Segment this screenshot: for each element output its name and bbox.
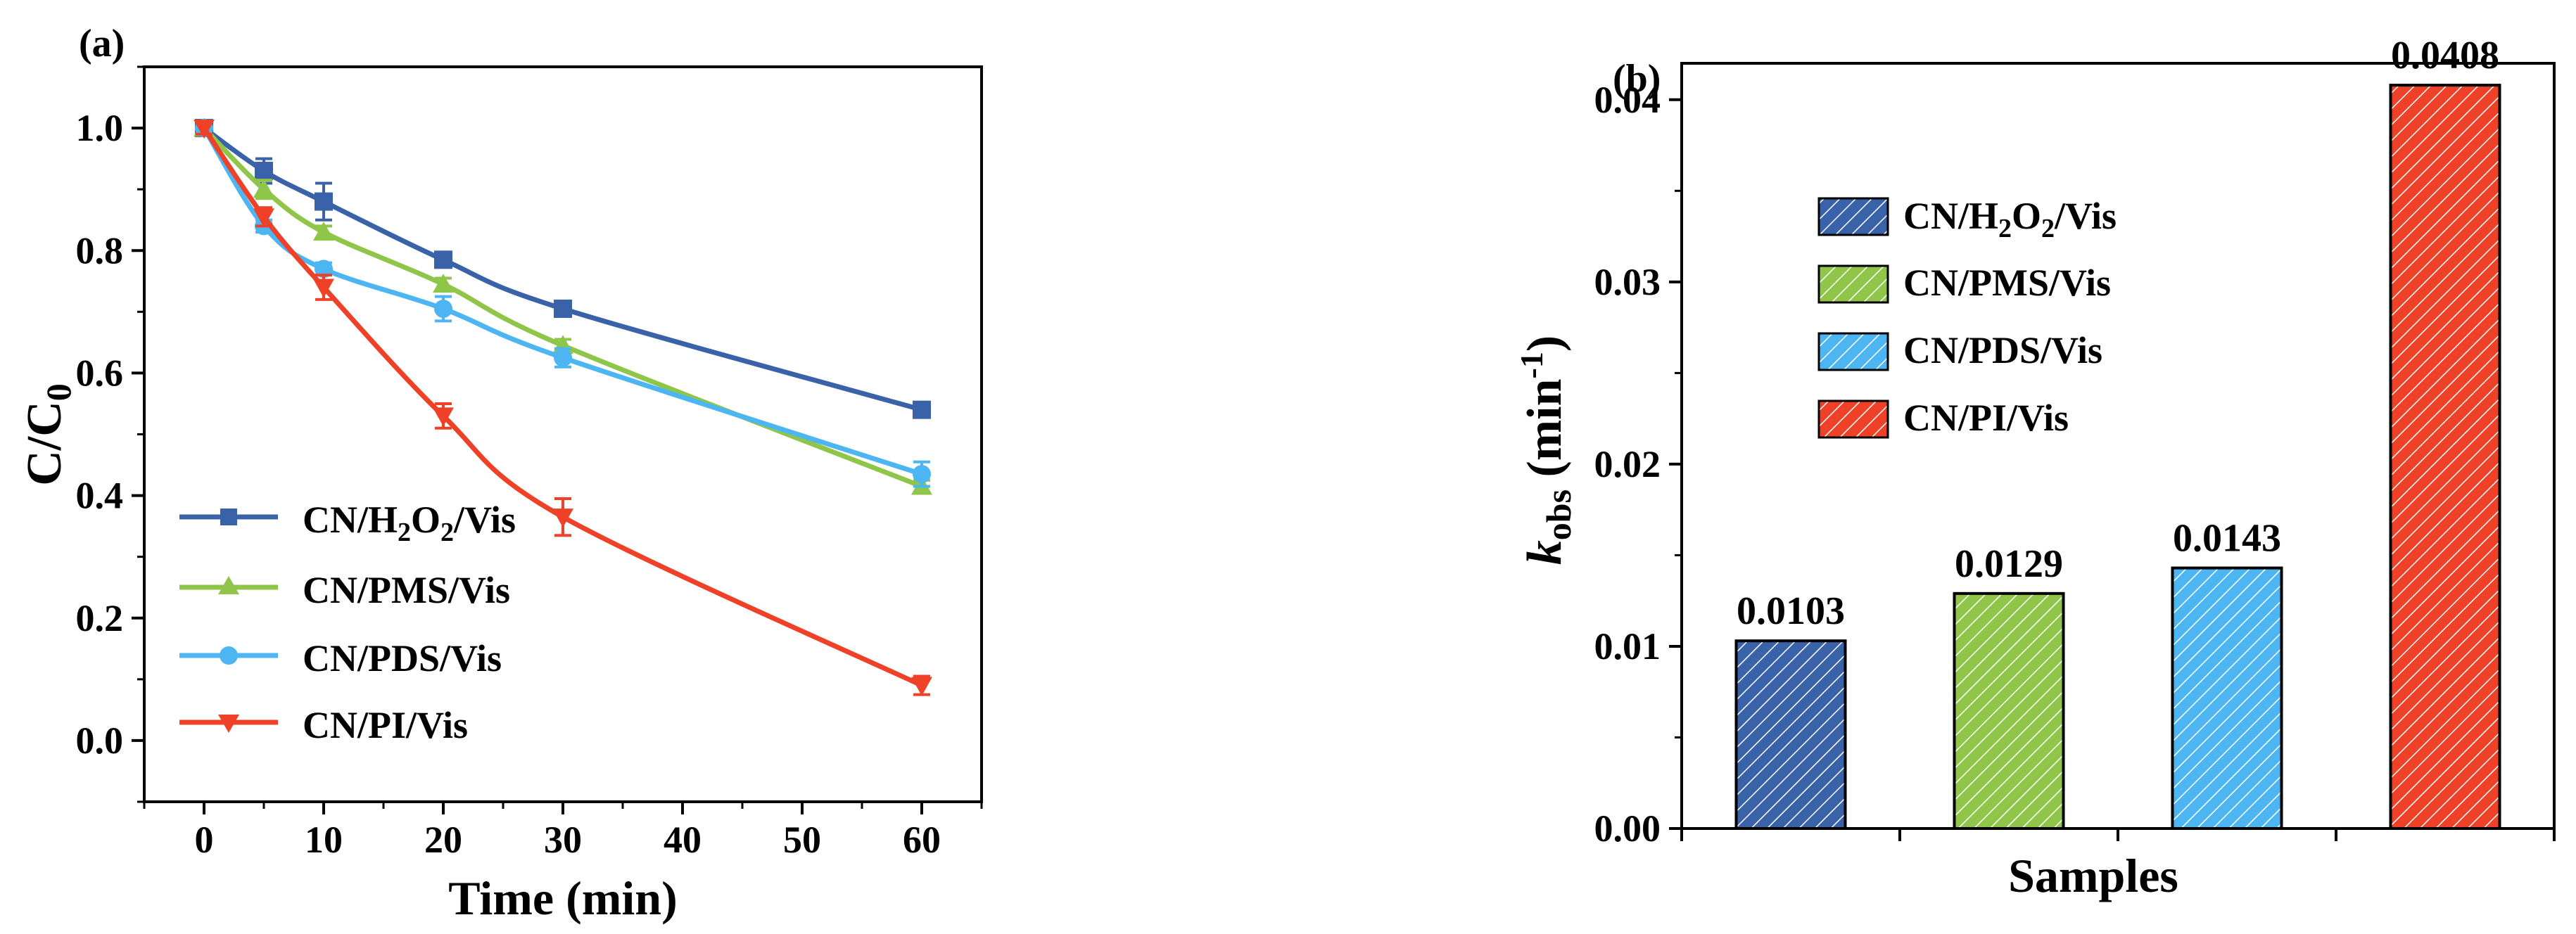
legend-label-h2o2: CN/H2O2/Vis: [303, 499, 516, 547]
legend-label-b-pds: CN/PDS/Vis: [1903, 329, 2102, 371]
legend-marker-circle: [220, 646, 238, 665]
x-tick-label: 60: [903, 819, 941, 861]
legend-item-b-pms: CN/PMS/Vis: [1817, 262, 2111, 304]
y-axis-b: 0.00 0.01 0.02 0.03 0.04: [1594, 79, 1682, 850]
legend-swatch-pms: [1817, 264, 1889, 304]
legend-marker-triangle-up: [218, 576, 239, 594]
data-point-pms: [433, 274, 454, 293]
x-axis-b: [1680, 829, 2556, 841]
legend-swatch-h2o2: [1817, 197, 1889, 236]
y-tick-label: 0.03: [1594, 261, 1661, 303]
data-point-pi: [552, 508, 573, 528]
y-tick-label: 1.0: [76, 107, 124, 149]
legend-marker-square: [220, 508, 237, 525]
y-axis-title-a: C/C0: [18, 383, 78, 486]
legend-label-b-h2o2: CN/H2O2/Vis: [1903, 195, 2117, 243]
x-tick-label: 10: [305, 819, 343, 861]
data-point-pi: [313, 279, 334, 298]
x-axis-title-b: Samples: [2008, 849, 2178, 902]
data-point-pds: [315, 260, 333, 279]
bar-chart-panel: (b) 0.000.010.020.030.04 0.01030.01290.0…: [1514, 34, 2556, 902]
legend-b: CN/H2O2/Vis CN/PMS/Vis CN/PDS/Vis CN/PI/…: [1817, 195, 2117, 439]
bar-value-label: 0.0408: [2391, 34, 2499, 77]
data-point-pi: [911, 677, 932, 696]
bar-pds: [2171, 566, 2283, 830]
x-axis-a: 0 10 20 30 40 50 60: [143, 802, 983, 861]
data-point-pi: [253, 208, 274, 228]
bars-group-b: 0.0103 0.0129 0.0143 0.0408: [1734, 34, 2501, 831]
y-tick-label: 0.04: [1594, 79, 1661, 121]
legend-item-pi: CN/PI/Vis: [179, 704, 468, 746]
data-point-h2o2: [554, 299, 572, 318]
legend-label-pms: CN/PMS/Vis: [303, 569, 510, 611]
bar-h2o2: [1734, 639, 1847, 831]
legend-label-pds: CN/PDS/Vis: [303, 637, 502, 679]
y-tick-label: 0.8: [76, 229, 124, 271]
legend-item-pds: CN/PDS/Vis: [179, 637, 502, 679]
data-point-pds: [554, 348, 572, 367]
data-point-pds: [913, 465, 931, 484]
y-tick-label: 0.6: [76, 352, 124, 394]
x-tick-label: 20: [424, 819, 462, 861]
legend-item-b-pi: CN/PI/Vis: [1817, 397, 2069, 439]
y-axis-title-b: kobs (min-1): [1514, 335, 1578, 565]
x-tick-label: 0: [195, 819, 214, 861]
data-point-h2o2: [255, 162, 273, 181]
y-tick-label: 0.4: [76, 475, 124, 517]
y-tick-label: 0.0: [76, 719, 124, 762]
legend-label-pi: CN/PI/Vis: [303, 704, 468, 746]
legend-label-b-pi: CN/PI/Vis: [1903, 397, 2069, 439]
legend-swatch-pi: [1817, 399, 1889, 439]
data-point-h2o2: [913, 400, 931, 419]
x-tick-label: 40: [664, 819, 702, 861]
legend-item-pms: CN/PMS/Vis: [179, 569, 510, 611]
bar-value-label: 0.0103: [1737, 589, 1845, 633]
data-point-pi: [193, 120, 215, 139]
legend-item-b-pds: CN/PDS/Vis: [1817, 329, 2102, 371]
series-group-a: [193, 117, 932, 696]
x-tick-label: 50: [783, 819, 821, 861]
legend-item-b-h2o2: CN/H2O2/Vis: [1817, 195, 2117, 243]
panel-label-a: (a): [79, 22, 125, 65]
data-point-pms: [253, 179, 274, 198]
data-point-h2o2: [315, 192, 333, 211]
y-tick-label: 0.02: [1594, 443, 1661, 485]
legend-item-h2o2: CN/H2O2/Vis: [179, 499, 516, 547]
data-point-pms: [313, 222, 334, 241]
legend-swatch-pds: [1817, 332, 1889, 371]
legend-a: CN/H2O2/Vis CN/PMS/Vis CN/PDS/Vis CN/PI/…: [179, 499, 516, 746]
x-axis-title-a: Time (min): [448, 871, 678, 925]
bar-pi: [2389, 84, 2501, 831]
y-tick-label: 0.00: [1594, 807, 1661, 850]
y-tick-label: 0.2: [76, 597, 124, 639]
legend-marker-triangle-down: [218, 715, 239, 733]
y-tick-label: 0.01: [1594, 625, 1661, 667]
line-chart-panel: (a) 0 10 20 30 40 50 60 0.0 0.2 0.4 0.6 0.8 1.0 Tim…: [18, 22, 983, 925]
panel-label-b: (b): [1613, 57, 1661, 101]
data-point-pds: [434, 299, 452, 318]
data-point-pi: [433, 407, 454, 427]
bar-pms: [1953, 591, 2065, 830]
y-axis-a: 0.0 0.2 0.4 0.6 0.8 1.0: [76, 65, 144, 803]
data-point-h2o2: [434, 250, 452, 269]
x-tick-label: 30: [544, 819, 582, 861]
bar-value-label: 0.0143: [2173, 517, 2281, 561]
legend-label-b-pms: CN/PMS/Vis: [1903, 262, 2111, 304]
bar-value-label: 0.0129: [1955, 542, 2063, 586]
